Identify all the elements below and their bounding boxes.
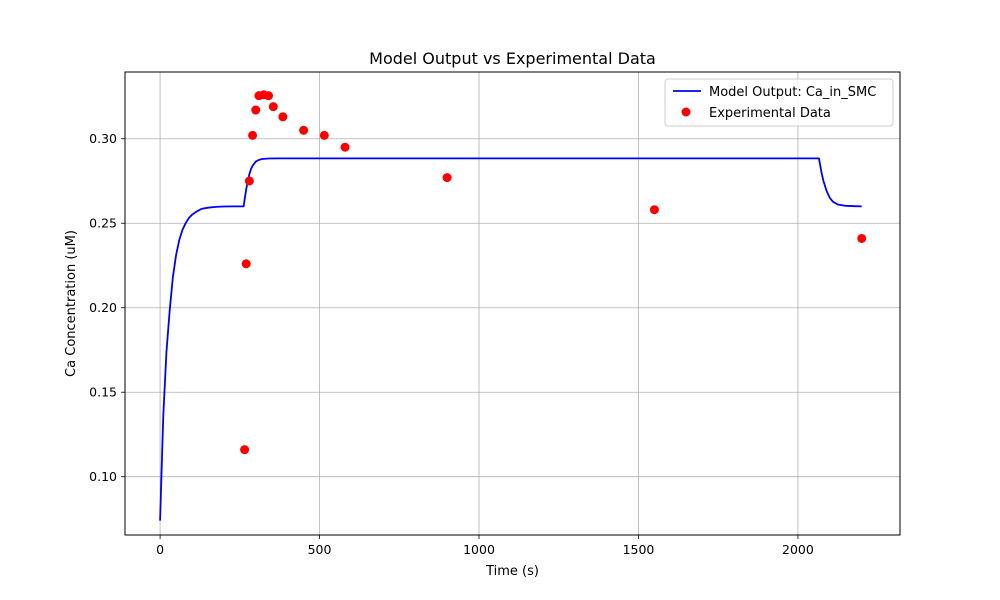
legend: Model Output: Ca_in_SMC Experimental Dat… (664, 78, 894, 127)
plot-series (159, 90, 867, 521)
chart-title: Model Output vs Experimental Data (369, 49, 656, 68)
y-axis-ticks: 0.10 0.15 0.20 0.25 0.30 (89, 131, 125, 484)
x-axis-ticks: 0 500 1000 1500 2000 (156, 535, 814, 557)
experimental-data-point (857, 233, 867, 243)
legend-label-experimental-data: Experimental Data (709, 106, 831, 121)
x-tick-label: 1000 (463, 542, 495, 557)
plot-area-frame (124, 71, 901, 536)
experimental-data-point (649, 205, 659, 215)
y-tick-label: 0.20 (89, 300, 117, 315)
experimental-data-point (278, 112, 288, 122)
experimental-data-point (268, 102, 278, 112)
legend-marker-swatch (681, 107, 691, 117)
experimental-data-point (240, 445, 250, 455)
experimental-data-point (340, 142, 350, 152)
experimental-data-point (248, 130, 258, 140)
model-output-line (159, 157, 862, 521)
experimental-data-point (241, 259, 251, 269)
y-tick-label: 0.15 (89, 385, 117, 400)
y-tick-label: 0.10 (89, 469, 117, 484)
experimental-data-point (264, 91, 274, 101)
x-tick-label: 0 (156, 542, 164, 557)
y-axis-label: Ca Concentration (uM) (64, 230, 79, 377)
x-axis-label: Time (s) (485, 564, 539, 579)
experimental-data-point (251, 105, 261, 115)
experimental-data-point (299, 125, 309, 135)
experimental-data-point (319, 130, 329, 140)
y-tick-label: 0.30 (89, 131, 117, 146)
x-tick-label: 500 (308, 542, 332, 557)
y-tick-label: 0.25 (89, 216, 117, 231)
legend-box (664, 78, 894, 127)
grid-lines (125, 72, 900, 535)
x-tick-label: 1500 (623, 542, 655, 557)
legend-label-model-output: Model Output: Ca_in_SMC (709, 85, 876, 100)
x-tick-label: 2000 (782, 542, 814, 557)
experimental-data-point (442, 173, 452, 183)
experimental-data-point (244, 176, 254, 186)
